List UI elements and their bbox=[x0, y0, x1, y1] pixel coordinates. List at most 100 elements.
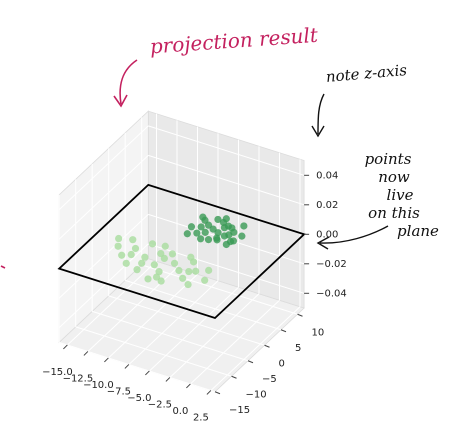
y-tick-label: −15 bbox=[229, 405, 250, 416]
annotation: on this bbox=[368, 204, 420, 222]
arrow bbox=[319, 225, 389, 244]
point bbox=[204, 221, 213, 229]
point bbox=[183, 230, 191, 238]
y-tick-label: −10 bbox=[246, 389, 267, 400]
point bbox=[229, 237, 238, 245]
point bbox=[240, 222, 248, 230]
point bbox=[168, 250, 177, 258]
tick-mark bbox=[206, 390, 212, 395]
point bbox=[160, 254, 168, 263]
grid-line bbox=[58, 243, 149, 328]
tick-mark bbox=[145, 370, 150, 376]
point bbox=[175, 266, 183, 275]
tick-labels: −15.0−12.5−10.0−7.5−5.0−2.50.0 2.5 −15 −10 −… bbox=[42, 170, 347, 423]
annotation: live bbox=[387, 186, 414, 204]
point bbox=[204, 236, 213, 244]
point bbox=[114, 242, 122, 250]
point bbox=[118, 251, 126, 259]
point bbox=[122, 259, 130, 267]
y-tick-label: −5 bbox=[262, 374, 277, 385]
grid-line bbox=[59, 341, 216, 393]
grid-line bbox=[108, 273, 198, 359]
point bbox=[155, 268, 163, 276]
point bbox=[192, 267, 200, 275]
point bbox=[115, 234, 123, 243]
point bbox=[222, 240, 230, 249]
annotation: points bbox=[365, 150, 412, 168]
point bbox=[197, 235, 205, 243]
point bbox=[214, 229, 222, 237]
point bbox=[150, 261, 158, 269]
grid-line bbox=[141, 264, 298, 315]
grid-line bbox=[58, 155, 149, 240]
grid-line bbox=[148, 154, 305, 206]
z-tick-label: 0.04 bbox=[316, 170, 338, 181]
arrow-head bbox=[316, 236, 330, 250]
grid-line bbox=[210, 306, 301, 391]
grid-line bbox=[169, 293, 260, 378]
grid-line bbox=[92, 310, 249, 362]
arrow bbox=[317, 93, 325, 135]
grid-line bbox=[128, 280, 219, 365]
point bbox=[238, 232, 246, 240]
point bbox=[161, 242, 169, 250]
point bbox=[220, 224, 229, 232]
tick-mark bbox=[186, 383, 191, 389]
point bbox=[185, 267, 193, 276]
grid-line bbox=[108, 295, 265, 346]
panes bbox=[58, 110, 305, 393]
grid-line bbox=[75, 326, 232, 377]
z-tick-label: 0.00 bbox=[316, 229, 338, 240]
x-tick-label: −10.0 bbox=[83, 380, 114, 391]
x-tick-label: −5.0 bbox=[127, 393, 151, 404]
x-tick-label: −15.0 bbox=[42, 367, 73, 378]
tick-mark bbox=[264, 344, 270, 348]
point bbox=[187, 253, 195, 261]
x-tick-label: 2.5 bbox=[193, 412, 209, 423]
x-tick-label: 0.0 bbox=[172, 406, 188, 417]
grid-line bbox=[58, 125, 149, 210]
arrow bbox=[119, 59, 138, 105]
tick-mark bbox=[247, 360, 254, 364]
annotation: plane bbox=[397, 222, 439, 240]
point bbox=[214, 215, 222, 224]
tick-mark bbox=[104, 357, 109, 363]
point bbox=[205, 266, 213, 274]
point bbox=[148, 240, 157, 248]
x-tick-label: −7.5 bbox=[107, 386, 131, 397]
tick-mark bbox=[297, 313, 303, 317]
point bbox=[187, 223, 196, 231]
point bbox=[141, 253, 149, 261]
point bbox=[170, 259, 179, 267]
point bbox=[222, 215, 230, 223]
arrow-head bbox=[311, 125, 325, 138]
point bbox=[129, 236, 137, 244]
arrow-head bbox=[113, 94, 128, 108]
tick-mark bbox=[214, 391, 221, 395]
annotation: projection result bbox=[149, 23, 320, 59]
point bbox=[199, 213, 207, 221]
annotation: note z-axis bbox=[325, 61, 408, 86]
points bbox=[114, 213, 248, 289]
tick-mark bbox=[63, 344, 68, 350]
z-tick-label: 0.02 bbox=[316, 200, 338, 211]
tick-mark bbox=[83, 351, 89, 356]
point bbox=[152, 273, 161, 281]
tick-mark bbox=[280, 329, 287, 333]
point bbox=[201, 228, 209, 236]
grid-line bbox=[149, 286, 239, 372]
tick-mark bbox=[124, 364, 130, 369]
point bbox=[193, 229, 201, 237]
y-tick-label: 5 bbox=[295, 343, 301, 354]
grid-line bbox=[190, 299, 280, 385]
y-tick-label: 0 bbox=[279, 358, 285, 369]
tick-mark bbox=[231, 375, 237, 379]
point bbox=[179, 274, 187, 282]
x-tick-label: −2.5 bbox=[148, 399, 172, 410]
point bbox=[228, 224, 236, 232]
point bbox=[133, 266, 141, 274]
annotation: now bbox=[378, 168, 410, 186]
grid-line bbox=[67, 260, 157, 346]
z-tick-label: −0.04 bbox=[316, 288, 347, 299]
